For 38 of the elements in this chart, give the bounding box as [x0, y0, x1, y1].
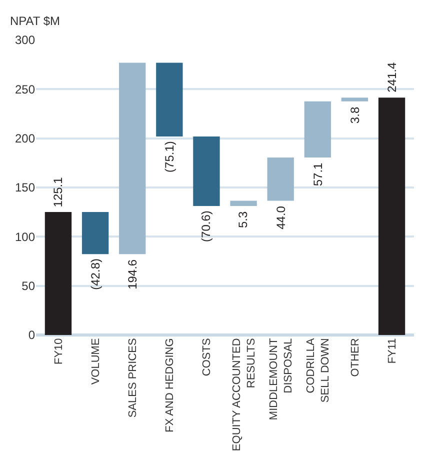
data-label: (70.6): [198, 210, 213, 242]
bar: [378, 98, 406, 335]
x-tick-label: FY10: [52, 338, 65, 364]
y-tick-label: 0: [28, 328, 36, 342]
x-tick-label: COSTS: [201, 338, 214, 376]
x-tick-label: FY11: [386, 338, 398, 364]
bar: [193, 136, 220, 206]
y-tick-label: 250: [14, 82, 36, 96]
x-tick-label: FX AND HEDGING: [164, 338, 176, 432]
data-label: (42.8): [88, 258, 103, 290]
y-axis-title: NPAT $M: [10, 14, 60, 28]
bar: [44, 212, 72, 335]
data-label: 44.0: [274, 206, 288, 230]
x-tick-label: OTHER: [349, 338, 362, 377]
x-tick-label: SALES PRICES: [126, 338, 139, 418]
y-tick-label: 300: [14, 33, 36, 48]
data-label: (75.1): [162, 141, 176, 172]
data-label: 194.6: [125, 259, 140, 290]
data-label: 5.3: [236, 211, 250, 228]
data-label: 241.4: [385, 62, 400, 92]
bar: [119, 62, 146, 254]
bar: [230, 200, 257, 206]
x-tick-label: MIDDLEMOUNT DISPOSAL: [268, 338, 294, 420]
bar: [156, 62, 183, 137]
data-label: 3.8: [348, 106, 362, 124]
data-label: 57.1: [311, 162, 326, 186]
y-tick-label: 100: [14, 230, 36, 244]
y-tick-label: 50: [22, 279, 36, 294]
x-tick-label: CODRILLA SELL DOWN: [305, 338, 332, 403]
bar: [304, 101, 331, 158]
x-tick-label: EQUITY ACCOUNTED RESULTS: [230, 338, 258, 452]
bar: [341, 98, 368, 102]
data-label: 125.1: [51, 176, 66, 208]
bar: [267, 158, 294, 201]
x-tick-label: VOLUME: [90, 338, 102, 385]
y-tick-label: 150: [14, 180, 36, 195]
bar: [82, 212, 109, 254]
y-tick-label: 200: [14, 132, 36, 146]
